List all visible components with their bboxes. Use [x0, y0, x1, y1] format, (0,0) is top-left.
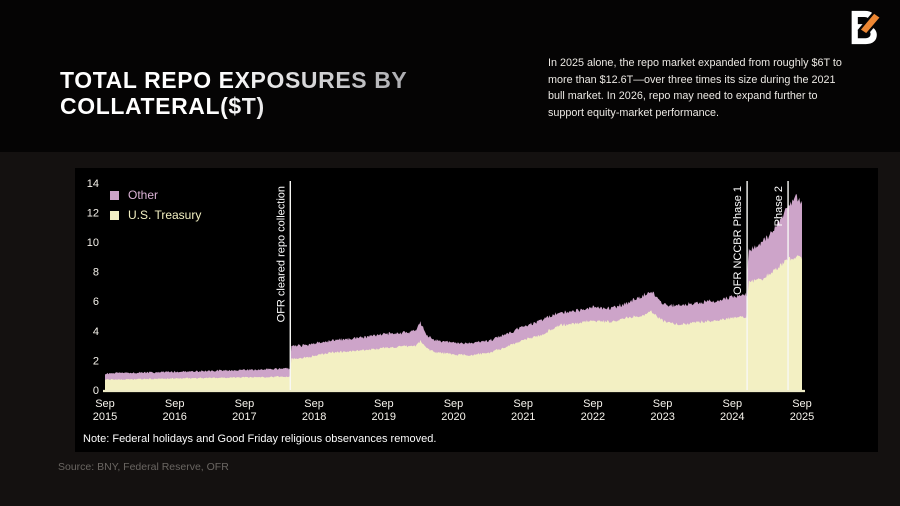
y-tick-label: 14 [87, 178, 99, 190]
page-title: TOTAL REPO EXPOSURES BY COLLATERAL($T) [60, 67, 407, 119]
x-tick-month: Sep [95, 398, 115, 410]
annotation-label: OFR NCCBR Phase 1 [732, 186, 744, 295]
intro-paragraph: In 2025 alone, the repo market expanded … [548, 56, 842, 119]
x-tick-month: Sep [653, 398, 673, 410]
legend-label-treasury: U.S. Treasury [128, 208, 202, 222]
x-tick-month: Sep [444, 398, 464, 410]
x-tick-year: 2023 [650, 411, 674, 423]
x-tick-year: 2021 [511, 411, 535, 423]
legend-label-other: Other [128, 188, 159, 202]
x-tick-year: 2016 [162, 411, 186, 423]
x-tick-year: 2018 [302, 411, 326, 423]
x-tick-year: 2025 [790, 411, 814, 423]
bny-logo-icon [851, 10, 883, 45]
y-tick-label: 8 [93, 267, 99, 279]
x-tick-year: 2022 [581, 411, 605, 423]
annotation-label: OFR cleared repo collection [275, 186, 287, 322]
x-tick-year: 2020 [441, 411, 465, 423]
x-tick-month: Sep [304, 398, 324, 410]
legend-swatch-other [110, 190, 119, 200]
chart-note: Note: Federal holidays and Good Friday r… [83, 433, 437, 445]
x-tick-year: 2024 [720, 411, 744, 423]
x-tick-month: Sep [583, 398, 603, 410]
y-tick-label: 0 [93, 385, 99, 397]
x-tick-month: Sep [723, 398, 743, 410]
legend-item-treasury: U.S. Treasury [110, 208, 201, 222]
y-tick-label: 2 [93, 355, 99, 367]
x-tick-month: Sep [374, 398, 394, 410]
repo-area-chart: 02468101214Sep2015Sep2016Sep2017Sep2018S… [87, 178, 814, 423]
x-tick-month: Sep [513, 398, 533, 410]
x-tick-month: Sep [165, 398, 185, 410]
x-tick-month: Sep [792, 398, 812, 410]
chart-legend: Other U.S. Treasury [110, 188, 201, 228]
x-tick-month: Sep [235, 398, 255, 410]
annotation-label: Phase 2 [773, 186, 785, 226]
x-tick-year: 2017 [232, 411, 256, 423]
source-line: Source: BNY, Federal Reserve, OFR [58, 461, 229, 473]
page-title-line2: COLLATERAL($T) [60, 93, 265, 120]
x-tick-year: 2015 [93, 411, 117, 423]
bny-logo [845, 8, 883, 46]
x-tick-year: 2019 [372, 411, 396, 423]
chart-panel: 0 2 4 6 8 10 12 14 Sep 2015 Sep 2016 Sep 2017 Sep 2018 S… [75, 168, 878, 452]
legend-swatch-treasury [110, 210, 119, 220]
legend-item-other: Other [110, 188, 201, 202]
y-tick-label: 10 [87, 237, 99, 249]
top-band [0, 0, 900, 152]
page-title-line1: TOTAL REPO EXPOSURES BY [60, 67, 408, 94]
y-tick-label: 6 [93, 296, 99, 308]
area-treasury [105, 255, 802, 390]
y-tick-label: 12 [87, 207, 99, 219]
y-tick-label: 4 [93, 326, 99, 338]
